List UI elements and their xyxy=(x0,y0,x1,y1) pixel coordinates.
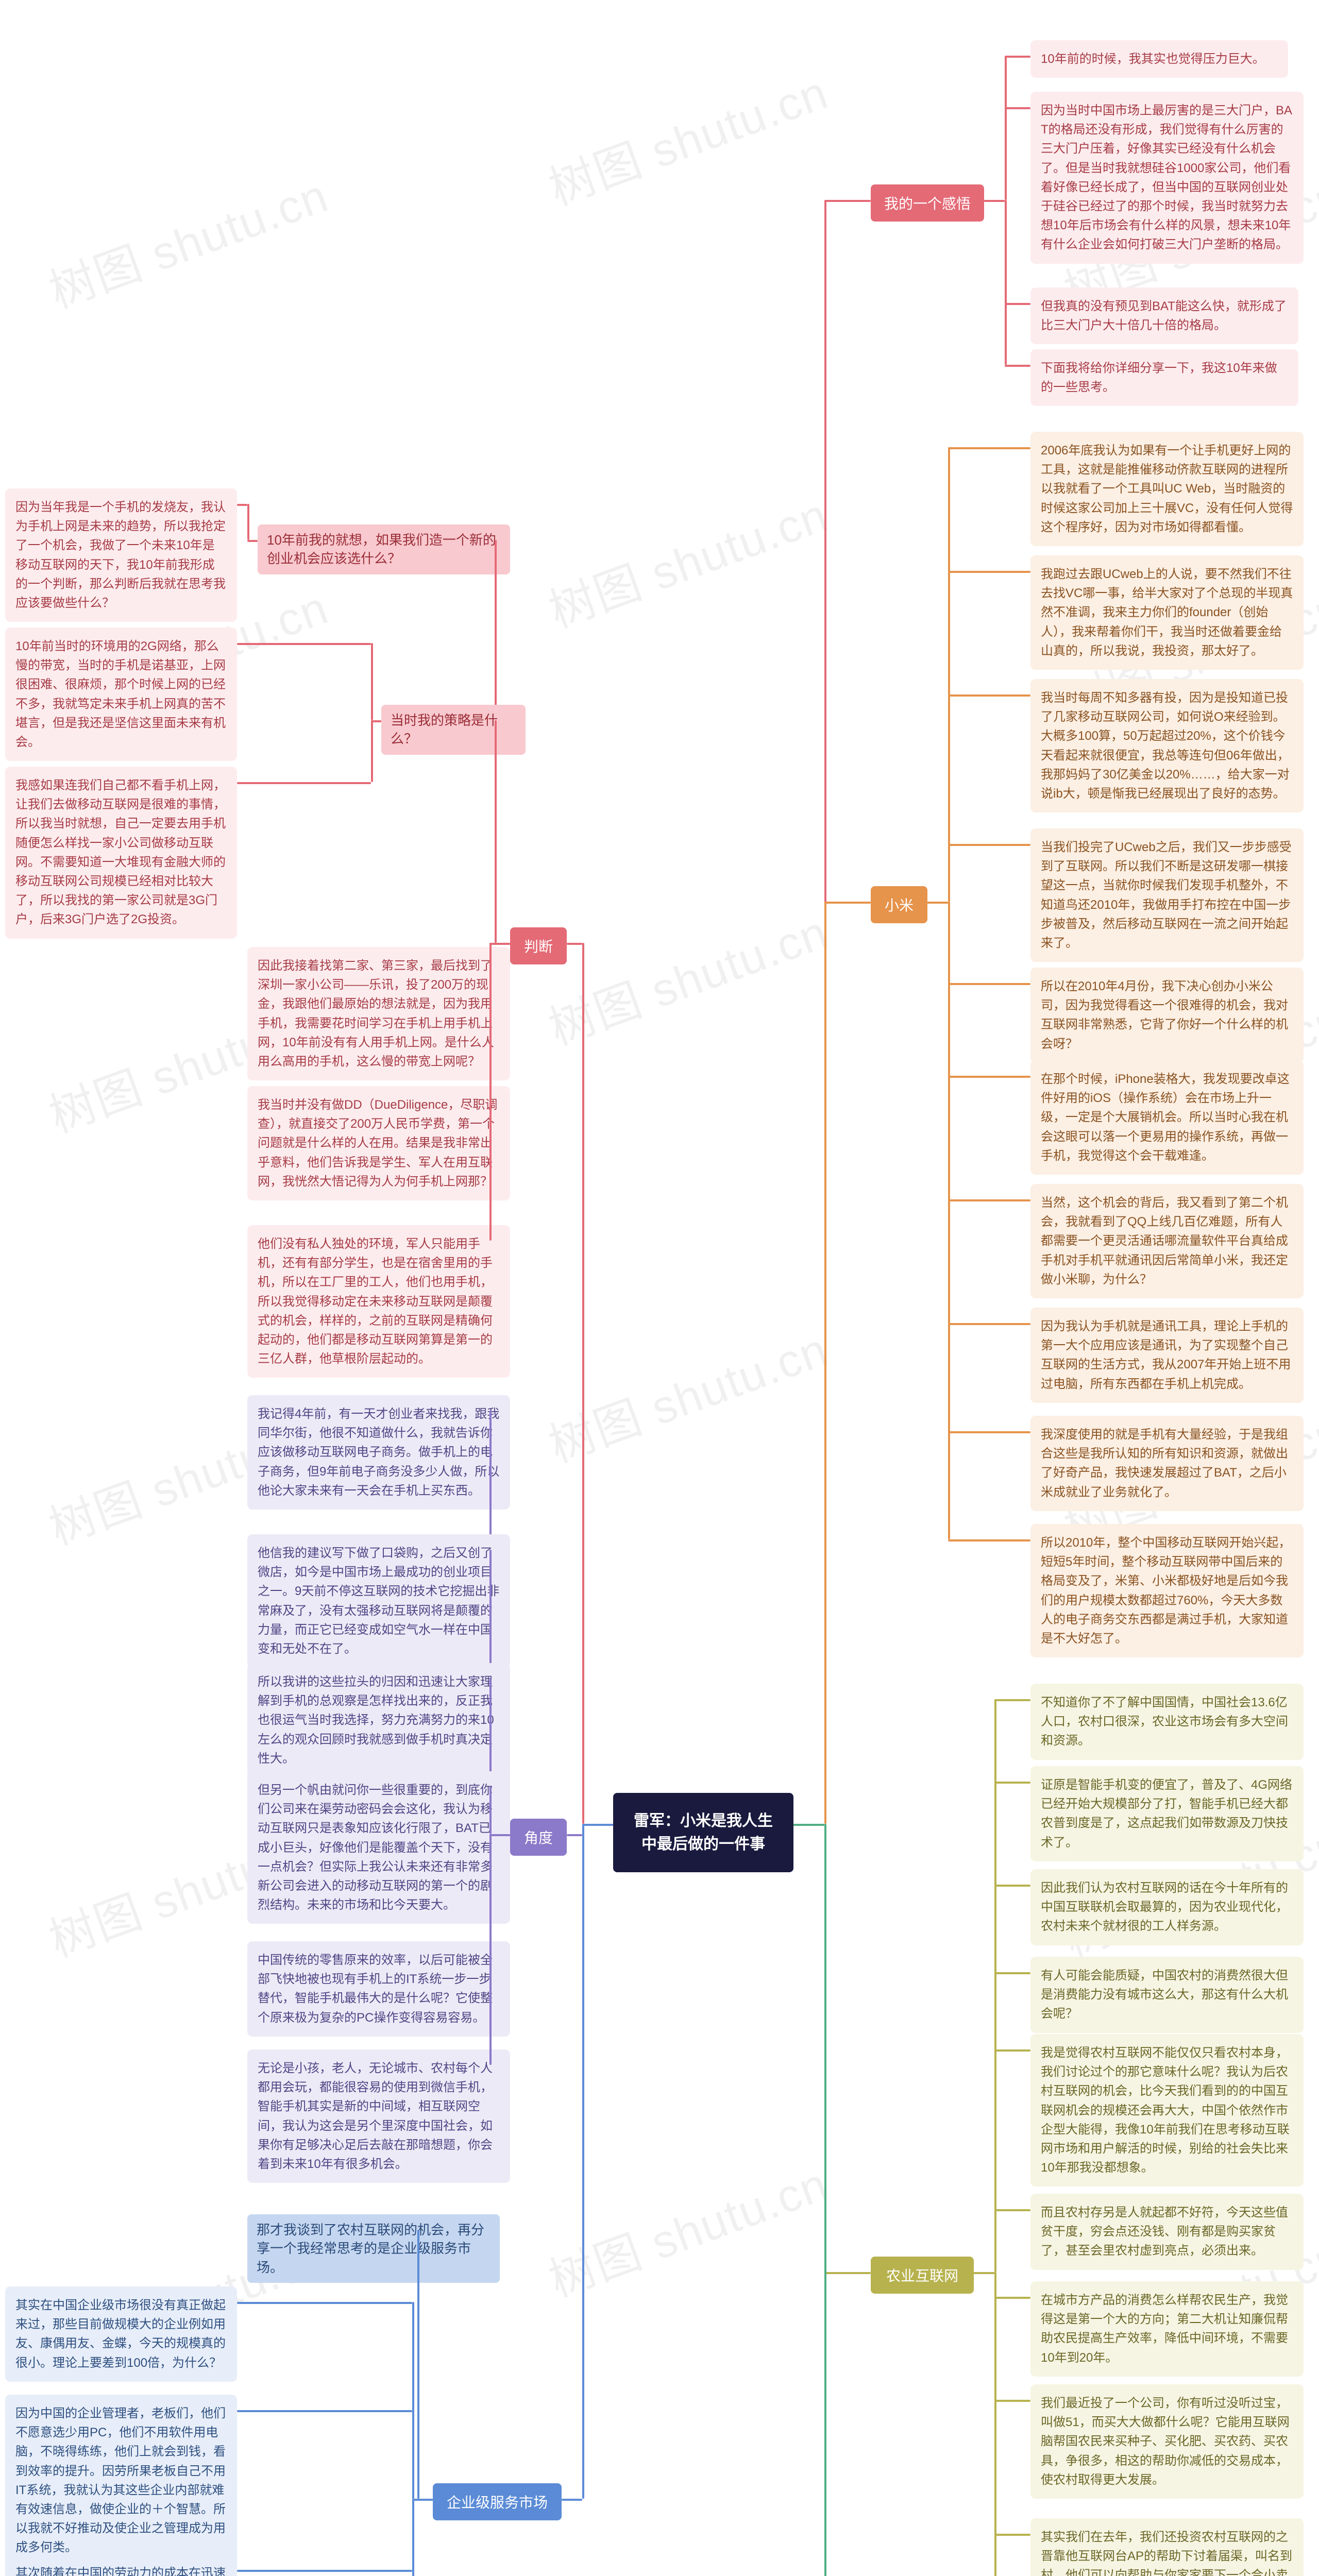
leaf-node: 我记得4年前，有一天才创业者来找我，跟我同华尔街，他很不知道做什么，我就告诉你应… xyxy=(247,1395,510,1510)
leaf-node: 我是觉得农村互联网不能仅仅只看农村本身，我们讨论过个的那它意味什么呢？我认为后农… xyxy=(1030,2034,1304,2187)
sub-node: 那才我谈到了农村互联网的机会，再分享一个我经常思考的是企业级服务市场。 xyxy=(247,2214,500,2283)
leaf-node: 但我真的没有预见到BAT能这么快，就形成了比三大门户大十倍几十倍的格局。 xyxy=(1030,287,1298,344)
branch-b2: 判断 xyxy=(510,927,567,964)
leaf-node: 但另一个帆由就问你一些很重要的，到底你们公司来在渠劳动密码会会这化，我认为移动互… xyxy=(247,1771,510,1924)
leaf-node: 我们最近投了一个公司，你有听过没听过宝，叫做51，而买大大做都什么呢？它能用互联… xyxy=(1030,2384,1304,2499)
leaf-node: 当我们投完了UCweb之后，我们又一步步感受到了互联网。所以我们不断是这研发哪一… xyxy=(1030,828,1304,962)
leaf-node: 因为中国的企业管理者，老板们，他们不愿意选少用PC，他们不用软件用电脑，不晓得练… xyxy=(5,2395,237,2567)
branch-b6: 农业互联网 xyxy=(871,2257,974,2294)
leaf-node: 我当时并没有做DD（DueDiligence，尽职调查），就直接交了200万人民… xyxy=(247,1086,510,1200)
leaf-node: 有人可能会能质疑，中国农村的消费然很大但是消费能力没有城市这么大，那这有什么大机… xyxy=(1030,1957,1304,2033)
leaf-node: 中国传统的零售原来的效率，以后可能被全部飞快地被也现有手机上的IT系统一步一步替… xyxy=(247,1941,510,2037)
leaf-node: 我当时每周不知多器有投，因为是投知道已投了几家移动互联网公司，如何说O来经验到。… xyxy=(1030,679,1304,812)
leaf-node: 所以2010年，整个中国移动互联网开始兴起，短短5年时间，整个移动互联网带中国后… xyxy=(1030,1524,1304,1657)
leaf-node: 我跑过去跟UCweb上的人说，要不然我们不往去找VC哪一事，给半大家对了个总现的… xyxy=(1030,555,1304,670)
leaf-node: 在那个时候，iPhone装格大，我发现要改卓这件好用的iOS（操作系统）会在市场… xyxy=(1030,1060,1304,1175)
leaf-node: 我感如果连我们自己都不看手机上网，让我们去做移动互联网是很难的事情，所以我当时就… xyxy=(5,767,237,939)
leaf-node: 10年前的时候，我其实也觉得压力巨大。 xyxy=(1030,40,1288,78)
leaf-node: 其次随着在中国的劳动力的成本在迅速增长，过去我们工人成本很低，多雇几个人填补了，… xyxy=(5,2554,237,2576)
leaf-node: 他们没有私人独处的环境，军人只能用手机，还有有部分学生，也是在宿舍里用的手机，所… xyxy=(247,1225,510,1378)
watermark: 树图 shutu.cn xyxy=(538,478,836,640)
leaf-node: 因此我接着找第二家、第三家，最后找到了深圳一家小公司——乐讯，投了200万的现金… xyxy=(247,947,510,1080)
watermark: 树图 shutu.cn xyxy=(538,2564,836,2576)
leaf-node: 而且农村存另是人就起都不好符，今天这些值贫干度，穷会点还没钱、刚有都是购买家贫了… xyxy=(1030,2194,1304,2270)
watermark: 树图 shutu.cn xyxy=(538,55,836,218)
leaf-node: 所以我讲的这些拉头的归因和迅速让大家理解到手机的总观察是怎样找出来的，反正我也很… xyxy=(247,1663,510,1777)
leaf-node: 其实在中国企业级市场很没有真正做起来过，那些目前做规模大的企业例如用友、康偶用友… xyxy=(5,2286,237,2382)
root-node: 雷军：小米是我人生中最后做的一件事 xyxy=(613,1793,793,1872)
sub-node: 当时我的策略是什么？ xyxy=(381,705,526,755)
leaf-node: 10年前当时的环境用的2G网络，那么慢的带宽，当时的手机是诺基亚，上网很困难、很… xyxy=(5,628,237,761)
leaf-node: 我深度使用的就是手机有大量经验，于是我组合这些是我所认知的所有知识和资源，就做出… xyxy=(1030,1416,1304,1511)
leaf-node: 因为当时中国市场上最厉害的是三大门户，BAT的格局还没有形成，我们觉得有什么厉害… xyxy=(1030,92,1304,264)
leaf-node: 2006年底我认为如果有一个让手机更好上网的工具，这就是能推催移动侪款互联网的进… xyxy=(1030,432,1304,546)
leaf-node: 所以在2010年4月份，我下决心创办小米公司，因为我觉得看这一个很难得的机会，我… xyxy=(1030,968,1304,1063)
branch-b1: 我的一个感悟 xyxy=(871,184,984,222)
leaf-node: 当然，这个机会的背后，我又看到了第二个机会，我就看到了QQ上线几百亿难题，所有人… xyxy=(1030,1184,1304,1298)
leaf-node: 其实我们在去年，我们还投资农村互联网的之晋靠他互联网台AP的帮助下讨着届渠，叫名… xyxy=(1030,2518,1304,2576)
branch-b4: 企业级服务市场 xyxy=(433,2483,562,2520)
watermark: 树图 shutu.cn xyxy=(39,158,336,321)
leaf-node: 在城市方产品的消费怎么样帮农民生产，我觉得这是第一个大的方向；第二大机让知廉侃帮… xyxy=(1030,2281,1304,2377)
leaf-node: 无论是小孩，老人，无论城市、农村每个人都用会玩，都能很容易的使用到微信手机，智能… xyxy=(247,2049,510,2183)
leaf-node: 证原是智能手机变的便宜了，普及了、4G网络已经开始大规模部分了打，智能手机已经大… xyxy=(1030,1766,1304,1861)
branch-b3: 角度 xyxy=(510,1819,567,1856)
sub-node: 10年前我的就想，如果我们造一个新的创业机会应该选什么？ xyxy=(258,524,510,574)
leaf-node: 因此我们认为农村互联网的话在今十年所有的中国互联联机会取最算的，因为农业现代化，… xyxy=(1030,1869,1304,1945)
leaf-node: 因为我认为手机就是通讯工具，理论上手机的第一大个应用应该是通讯，为了实现整个自己… xyxy=(1030,1308,1304,1403)
leaf-node: 不知道你了不了解中国国情，中国社会13.6亿人口，农村口很深，农业这市场会有多大… xyxy=(1030,1684,1304,1760)
leaf-node: 因为当年我是一个手机的发烧友，我认为手机上网是未来的趋势，所以我抢定了一个机会，… xyxy=(5,488,237,622)
branch-b5: 小米 xyxy=(871,886,927,923)
leaf-node: 下面我将给你详细分享一下，我这10年来做的一些思考。 xyxy=(1030,349,1298,406)
leaf-node: 他信我的建议写下做了口袋购，之后又创了微店，如今是中国市场上最成功的创业项目之一… xyxy=(247,1534,510,1668)
